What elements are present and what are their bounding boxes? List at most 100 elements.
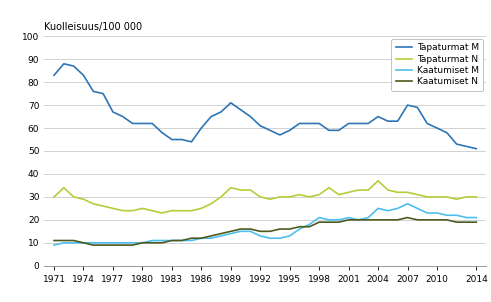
Tapaturmat N xyxy=(238,188,244,192)
Text: Kuolleisuus/100 000: Kuolleisuus/100 000 xyxy=(44,22,142,32)
Kaatumiset M xyxy=(179,239,185,242)
Tapaturmat N xyxy=(355,188,361,192)
Kaatumiset M xyxy=(198,236,204,240)
Kaatumiset N xyxy=(277,227,283,231)
Tapaturmat N xyxy=(405,191,410,194)
Kaatumiset N xyxy=(198,236,204,240)
Tapaturmat M xyxy=(316,122,322,125)
Tapaturmat M xyxy=(287,129,293,132)
Kaatumiset N xyxy=(297,225,302,229)
Tapaturmat N xyxy=(169,209,175,213)
Kaatumiset M xyxy=(306,223,312,226)
Kaatumiset M xyxy=(277,236,283,240)
Kaatumiset N xyxy=(306,225,312,229)
Kaatumiset N xyxy=(81,241,86,245)
Kaatumiset N xyxy=(179,239,185,242)
Tapaturmat N xyxy=(277,195,283,199)
Tapaturmat M xyxy=(454,142,460,146)
Tapaturmat M xyxy=(277,133,283,137)
Kaatumiset M xyxy=(355,218,361,222)
Tapaturmat M xyxy=(218,110,224,114)
Tapaturmat N xyxy=(90,202,96,206)
Tapaturmat N xyxy=(473,195,479,199)
Line: Tapaturmat M: Tapaturmat M xyxy=(54,64,476,149)
Kaatumiset N xyxy=(110,243,116,247)
Kaatumiset N xyxy=(385,218,391,222)
Kaatumiset N xyxy=(365,218,371,222)
Tapaturmat M xyxy=(405,103,410,107)
Kaatumiset N xyxy=(424,218,430,222)
Kaatumiset M xyxy=(71,241,77,245)
Tapaturmat M xyxy=(355,122,361,125)
Kaatumiset N xyxy=(130,243,136,247)
Tapaturmat M xyxy=(130,122,136,125)
Kaatumiset N xyxy=(169,239,175,242)
Tapaturmat N xyxy=(218,195,224,199)
Kaatumiset M xyxy=(51,243,57,247)
Tapaturmat N xyxy=(336,193,342,196)
Line: Kaatumiset M: Kaatumiset M xyxy=(54,204,476,245)
Kaatumiset M xyxy=(405,202,410,206)
Kaatumiset N xyxy=(287,227,293,231)
Tapaturmat N xyxy=(110,207,116,210)
Tapaturmat M xyxy=(159,131,165,134)
Tapaturmat M xyxy=(228,101,234,104)
Kaatumiset N xyxy=(149,241,155,245)
Tapaturmat N xyxy=(198,207,204,210)
Tapaturmat N xyxy=(51,195,57,199)
Kaatumiset M xyxy=(267,236,273,240)
Kaatumiset M xyxy=(434,211,440,215)
Tapaturmat N xyxy=(365,188,371,192)
Kaatumiset M xyxy=(326,218,332,222)
Kaatumiset M xyxy=(365,216,371,219)
Kaatumiset N xyxy=(405,216,410,219)
Kaatumiset M xyxy=(120,241,126,245)
Kaatumiset M xyxy=(346,216,352,219)
Kaatumiset N xyxy=(189,236,194,240)
Tapaturmat M xyxy=(444,131,450,134)
Kaatumiset N xyxy=(208,234,214,238)
Kaatumiset N xyxy=(228,230,234,233)
Tapaturmat N xyxy=(267,198,273,201)
Line: Kaatumiset N: Kaatumiset N xyxy=(54,217,476,245)
Kaatumiset N xyxy=(375,218,381,222)
Tapaturmat M xyxy=(375,115,381,118)
Tapaturmat N xyxy=(61,186,67,190)
Tapaturmat N xyxy=(414,193,420,196)
Kaatumiset M xyxy=(297,227,302,231)
Kaatumiset M xyxy=(90,241,96,245)
Kaatumiset N xyxy=(267,230,273,233)
Kaatumiset M xyxy=(81,241,86,245)
Kaatumiset N xyxy=(473,220,479,224)
Tapaturmat M xyxy=(257,124,263,127)
Tapaturmat M xyxy=(346,122,352,125)
Tapaturmat M xyxy=(61,62,67,66)
Tapaturmat M xyxy=(326,129,332,132)
Kaatumiset M xyxy=(238,230,244,233)
Tapaturmat N xyxy=(444,195,450,199)
Kaatumiset N xyxy=(100,243,106,247)
Kaatumiset M xyxy=(424,211,430,215)
Kaatumiset N xyxy=(454,220,460,224)
Kaatumiset N xyxy=(51,239,57,242)
Kaatumiset N xyxy=(120,243,126,247)
Tapaturmat M xyxy=(179,138,185,141)
Tapaturmat N xyxy=(130,209,136,213)
Kaatumiset M xyxy=(110,241,116,245)
Kaatumiset M xyxy=(218,234,224,238)
Tapaturmat M xyxy=(139,122,145,125)
Tapaturmat N xyxy=(316,193,322,196)
Tapaturmat N xyxy=(434,195,440,199)
Kaatumiset M xyxy=(208,236,214,240)
Tapaturmat M xyxy=(100,92,106,95)
Kaatumiset M xyxy=(169,239,175,242)
Tapaturmat N xyxy=(139,207,145,210)
Kaatumiset N xyxy=(159,241,165,245)
Line: Tapaturmat N: Tapaturmat N xyxy=(54,181,476,213)
Tapaturmat N xyxy=(159,211,165,215)
Tapaturmat N xyxy=(424,195,430,199)
Tapaturmat N xyxy=(297,193,302,196)
Tapaturmat M xyxy=(306,122,312,125)
Tapaturmat M xyxy=(365,122,371,125)
Tapaturmat N xyxy=(228,186,234,190)
